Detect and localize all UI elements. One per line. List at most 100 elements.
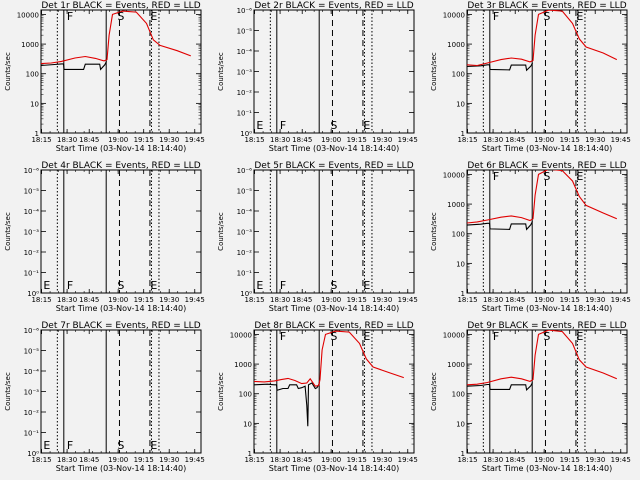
panel-7: Det 7r BLACK = Events, RED = LLD 18:15 18:…	[4, 321, 205, 473]
x-tick-label: 18:15	[457, 296, 477, 304]
marker-label-e: E	[576, 170, 583, 183]
panel-title: Det 9r BLACK = Events, RED = LLD	[467, 321, 626, 331]
x-axis-label: Start Time (03-Nov-14 18:14:40)	[56, 144, 186, 153]
marker-label-f: F	[67, 10, 73, 23]
y-tick-label: 10⁻⁴	[237, 208, 253, 216]
y-axis-label: Counts/sec	[217, 212, 225, 251]
x-tick-label: 19:45	[398, 136, 418, 144]
x-tick-label: 19:00	[534, 136, 554, 144]
y-tick-label: 1	[248, 450, 252, 458]
x-tick-label: 18:45	[79, 296, 99, 304]
marker-label-e: E	[43, 439, 50, 452]
x-tick-label: 18:45	[292, 296, 312, 304]
marker-label-e: E	[256, 279, 263, 292]
x-tick-label: 19:45	[185, 456, 205, 464]
panel-data	[467, 170, 618, 231]
x-tick-label: 19:00	[108, 136, 128, 144]
panel-title: Det 1r BLACK = Events, RED = LLD	[41, 1, 200, 11]
marker-label-e: E	[150, 10, 157, 23]
panel-title: Det 3r BLACK = Events, RED = LLD	[467, 1, 626, 11]
x-tick-label: 19:00	[321, 456, 341, 464]
x-tick-label: 18:45	[79, 136, 99, 144]
x-tick-label: 18:30	[270, 296, 290, 304]
y-tick-label: 1	[461, 450, 465, 458]
x-tick-label: 19:15	[134, 296, 154, 304]
plot-frame	[40, 9, 202, 134]
x-tick-label: 18:45	[505, 296, 525, 304]
events-series-line	[254, 381, 321, 427]
y-tick-label: 100	[26, 71, 39, 79]
marker-label-s: S	[117, 10, 124, 23]
y-tick-label: 10⁻³	[237, 229, 253, 237]
y-tick-label: 10⁻²	[237, 89, 253, 97]
x-tick-label: 19:00	[108, 456, 128, 464]
x-tick-label: 19:00	[534, 456, 554, 464]
y-tick-label: 10	[243, 420, 252, 428]
x-tick-label: 18:30	[483, 296, 503, 304]
marker-label-s: S	[543, 10, 550, 23]
x-tick-label: 19:00	[534, 296, 554, 304]
marker-label-f: F	[493, 330, 499, 343]
panel-title: Det 2r BLACK = Events, RED = LLD	[254, 1, 413, 11]
y-tick-label: 10	[456, 420, 465, 428]
y-tick-label: 100	[239, 391, 252, 399]
marker-label-f: F	[280, 279, 286, 292]
y-tick-label: 10⁻⁵	[237, 28, 253, 36]
y-tick-label: 1	[461, 130, 465, 138]
y-tick-label: 10⁰	[27, 290, 39, 298]
x-axis-label: Start Time (03-Nov-14 18:14:40)	[269, 144, 399, 153]
y-tick-label: 10⁻³	[237, 69, 253, 77]
x-tick-label: 18:30	[270, 456, 290, 464]
x-tick-label: 19:45	[398, 456, 418, 464]
y-tick-label: 10⁻⁴	[24, 208, 40, 216]
y-tick-label: 10⁻⁵	[237, 188, 253, 196]
x-tick-label: 19:45	[398, 296, 418, 304]
lld-series-line	[467, 10, 618, 67]
x-tick-label: 19:30	[585, 136, 605, 144]
lld-series-line	[254, 330, 404, 387]
x-tick-label: 19:30	[372, 456, 392, 464]
x-tick-label: 18:15	[457, 136, 477, 144]
x-tick-label: 18:15	[31, 136, 51, 144]
x-tick-label: 19:15	[560, 456, 580, 464]
y-tick-label: 10⁻¹	[237, 110, 253, 118]
x-axis-label: Start Time (03-Nov-14 18:14:40)	[482, 464, 612, 473]
marker-label-s: S	[543, 170, 550, 183]
events-series-line	[41, 61, 107, 71]
panel-data	[254, 330, 404, 427]
y-tick-label: 10⁻²	[237, 249, 253, 257]
x-tick-label: 19:15	[134, 136, 154, 144]
x-tick-label: 18:15	[31, 456, 51, 464]
x-axis-label: Start Time (03-Nov-14 18:14:40)	[56, 464, 186, 473]
y-tick-label: 10	[30, 100, 39, 108]
x-tick-label: 18:45	[79, 456, 99, 464]
y-tick-label: 10⁻⁶	[24, 167, 40, 175]
marker-label-s: S	[543, 330, 550, 343]
x-tick-label: 18:15	[244, 296, 264, 304]
marker-label-e: E	[363, 279, 370, 292]
x-tick-label: 19:00	[321, 296, 341, 304]
x-axis-label: Start Time (03-Nov-14 18:14:40)	[482, 144, 612, 153]
marker-label-f: F	[493, 170, 499, 183]
x-tick-label: 19:00	[321, 136, 341, 144]
y-tick-label: 1000	[21, 41, 39, 49]
x-tick-label: 18:45	[505, 136, 525, 144]
plot-frame	[466, 329, 628, 454]
y-tick-label: 10000	[443, 171, 465, 179]
x-tick-label: 19:00	[108, 296, 128, 304]
y-tick-label: 100	[452, 391, 465, 399]
y-tick-label: 10	[456, 260, 465, 268]
y-tick-label: 100	[452, 231, 465, 239]
y-tick-label: 10⁻⁵	[24, 188, 40, 196]
plot-frame	[253, 329, 415, 454]
y-tick-label: 1000	[447, 201, 465, 209]
y-tick-label: 10⁻¹	[24, 270, 40, 278]
x-tick-label: 19:15	[347, 136, 367, 144]
y-tick-label: 10⁻³	[24, 229, 40, 237]
lld-series-line	[41, 10, 191, 65]
plot-frame	[253, 169, 415, 294]
x-tick-label: 19:30	[159, 296, 179, 304]
panel-3: Det 3r BLACK = Events, RED = LLD 18:15 18:…	[430, 1, 631, 153]
x-axis-label: Start Time (03-Nov-14 18:14:40)	[56, 304, 186, 313]
